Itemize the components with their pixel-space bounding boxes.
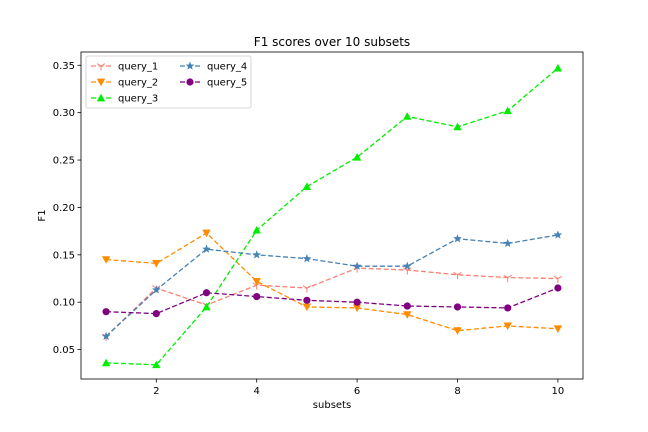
series-line: [106, 232, 558, 332]
y-tick-label: 0.20: [53, 203, 75, 214]
data-point: [303, 296, 311, 304]
data-point: [302, 254, 312, 263]
data-point: [252, 278, 261, 286]
x-axis: 2 4 6 8 10: [153, 379, 564, 397]
legend-marker: [96, 78, 106, 87]
data-point: [453, 272, 462, 280]
legend-marker: [96, 63, 106, 71]
data-point: [151, 285, 161, 294]
data-point: [152, 260, 161, 268]
data-point: [503, 274, 512, 283]
data-point: [553, 63, 563, 72]
series-query-5: [102, 284, 562, 318]
y-axis: 0.05 0.10 0.15 0.20 0.25 0.30 0.35: [53, 61, 81, 356]
data-point: [453, 234, 462, 243]
data-point: [403, 112, 412, 120]
data-point: [302, 303, 312, 312]
y-tick-label: 0.15: [53, 250, 75, 261]
legend-item-query-4: query_4: [180, 61, 247, 73]
data-point: [353, 298, 361, 306]
x-tick-label: 10: [552, 386, 565, 397]
x-tick-label: 2: [153, 386, 159, 397]
chart-title: F1 scores over 10 subsets: [254, 35, 410, 49]
y-tick-label: 0.30: [53, 108, 75, 119]
series-line: [106, 67, 559, 366]
data-point: [152, 310, 160, 318]
legend-item-query-2: query_2: [91, 78, 158, 89]
y-tick-label: 0.25: [53, 156, 75, 167]
series-query-4: [101, 230, 563, 341]
x-tick-label: 4: [254, 386, 260, 397]
data-point: [352, 261, 362, 270]
data-point: [102, 308, 110, 316]
legend-box: [85, 55, 252, 109]
series-query-2: [101, 229, 563, 335]
legend-label: query_1: [118, 62, 158, 73]
data-point: [453, 327, 462, 335]
data-point: [504, 304, 512, 312]
data-point: [503, 238, 513, 248]
data-point: [202, 289, 211, 297]
data-point: [101, 358, 111, 367]
data-point: [101, 331, 111, 341]
y-axis-label: F1: [37, 209, 48, 221]
data-point: [302, 285, 312, 293]
plot-frame: [80, 51, 584, 380]
series-query-3: [101, 63, 563, 369]
data-point: [252, 225, 261, 234]
series-line: [105, 267, 558, 337]
data-point: [402, 261, 412, 270]
plot-area: [101, 63, 563, 369]
legend-label: query_2: [118, 78, 158, 89]
legend-marker: [186, 78, 194, 86]
data-point: [352, 304, 362, 313]
legend-item-query-5: query_5: [180, 78, 247, 89]
data-point: [554, 284, 562, 292]
data-point: [403, 311, 412, 319]
data-point: [252, 250, 262, 259]
series-line: [106, 287, 559, 315]
legend-label: query_4: [207, 62, 247, 73]
data-point: [553, 325, 563, 333]
series-query-1: [101, 265, 563, 341]
x-axis-label: subsets: [313, 400, 351, 411]
data-point: [403, 267, 412, 275]
legend: query_1 query_2 query_3 query_4 query_5: [85, 55, 252, 109]
data-point: [202, 244, 211, 253]
data-point: [503, 106, 512, 115]
y-tick-label: 0.35: [53, 61, 75, 72]
data-point: [453, 303, 462, 311]
y-tick-label: 0.10: [53, 298, 75, 309]
data-point: [101, 256, 111, 264]
data-point: [202, 302, 211, 311]
x-tick-label: 8: [454, 386, 460, 397]
legend-marker: [96, 93, 106, 102]
legend-marker: [185, 61, 195, 70]
y-tick-label: 0.05: [53, 345, 75, 356]
x-tick-label: 6: [354, 386, 360, 397]
data-point: [503, 322, 512, 331]
data-point: [553, 230, 563, 239]
legend-item-query-1: query_1: [91, 62, 158, 73]
series-line: [105, 234, 559, 337]
data-point: [202, 229, 211, 238]
data-point: [253, 292, 261, 301]
data-point: [352, 153, 362, 161]
data-point: [553, 275, 563, 284]
data-point: [403, 302, 411, 310]
data-point: [302, 182, 312, 190]
legend-item-query-3: query_3: [91, 94, 158, 105]
legend-label: query_5: [207, 78, 247, 89]
data-point: [453, 122, 462, 131]
data-point: [152, 360, 161, 369]
legend-label: query_3: [118, 94, 158, 105]
